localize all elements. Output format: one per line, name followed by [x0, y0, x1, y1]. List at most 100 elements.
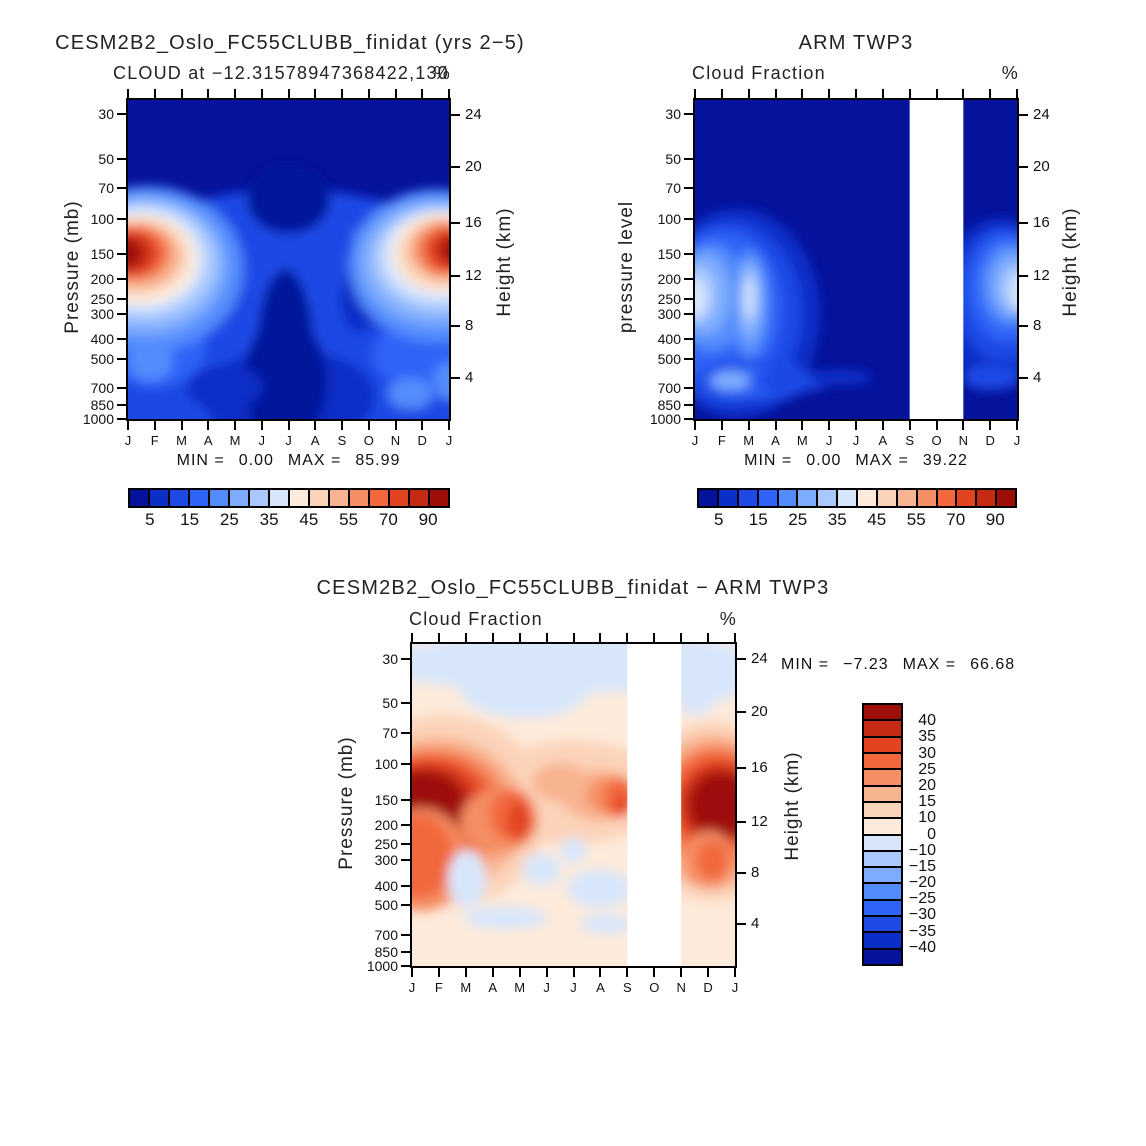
colorbar-segment	[430, 490, 448, 506]
colorbar-segment	[997, 490, 1015, 506]
colorbar-segment	[937, 490, 956, 506]
month-label: J	[691, 433, 699, 448]
month-label: D	[985, 433, 995, 448]
pressure-tick-label: 100	[657, 211, 681, 228]
top-axis-tick	[855, 89, 857, 98]
colorbar-tick-label: 55	[906, 510, 926, 529]
min-value: 0.00	[238, 452, 274, 469]
height-tick	[737, 657, 746, 660]
colorbar-segment	[957, 490, 976, 506]
top-axis-tick	[881, 89, 884, 98]
month-tick	[518, 968, 521, 977]
top-axis-tick	[626, 633, 629, 642]
colorbar-segment	[758, 490, 777, 506]
pressure-tick-label: 700	[657, 380, 681, 397]
month-tick	[341, 421, 343, 430]
pressure-tick	[684, 387, 693, 390]
pressure-tick	[401, 823, 410, 826]
pressure-tick-label: 700	[90, 380, 114, 397]
month-tick	[207, 421, 210, 430]
month-tick	[394, 421, 397, 430]
month-tick	[962, 421, 965, 430]
height-tick	[737, 923, 746, 926]
pressure-tick	[684, 187, 693, 190]
month-tick	[153, 421, 156, 430]
top-axis-tick	[747, 89, 750, 98]
height-tick-label: 8	[751, 863, 760, 881]
diff-contour-plot: 30 50 70 100 150 200 250 300 400 500 700 850 1000 24 2…	[367, 633, 768, 995]
month-tick	[491, 968, 494, 977]
month-label: J	[731, 980, 739, 995]
colorbar-tick-label: 10	[918, 809, 936, 827]
top-axis-tick	[935, 89, 938, 98]
obs-contour-plot: 30 50 70 100 150 200 250 300 400 500 700 850 1000 24 2…	[650, 89, 1050, 448]
month-label: J	[445, 433, 453, 448]
pressure-tick	[117, 113, 126, 116]
height-tick-label: 16	[1033, 213, 1050, 231]
colorbar-segment	[370, 490, 388, 506]
missing-data-band	[909, 100, 964, 419]
top-axis-tick	[207, 89, 210, 98]
colorbar-segment	[864, 737, 901, 752]
colorbar-tick-label: −10	[908, 841, 936, 859]
obs-minmax-stats: MIN = 0.00 MAX = 39.22	[673, 452, 1039, 470]
obs-colorbar: 5 15 25 35 45 55 70 90	[697, 488, 1017, 529]
top-axis-tick	[518, 633, 521, 642]
month-tick	[989, 421, 992, 430]
pressure-tick	[117, 187, 126, 190]
height-tick-label: 4	[1033, 368, 1042, 386]
top-axis-tick	[394, 89, 397, 98]
top-axis-tick	[694, 89, 696, 98]
month-label: F	[717, 433, 726, 448]
pressure-tick-label: 400	[90, 331, 114, 348]
model-subtitle-left: CLOUD at −12.31578947368422,130	[113, 63, 449, 83]
month-tick	[707, 968, 710, 977]
colorbar-tick-label: 45	[867, 510, 887, 529]
height-tick	[1019, 113, 1028, 116]
pressure-tick	[117, 338, 126, 341]
month-label: S	[622, 980, 632, 995]
pressure-tick	[401, 884, 410, 887]
month-label: J	[258, 433, 266, 448]
colorbar-segment	[864, 770, 901, 785]
top-axis-tick	[491, 633, 494, 642]
top-axis-tick	[680, 633, 683, 642]
colorbar-tick-label: 35	[827, 510, 847, 529]
month-tick	[367, 421, 370, 430]
model-contour-plot: 30 50 70 100 150 200 250 300 400 500 700 850 1000 24 2…	[83, 89, 482, 448]
height-tick-label: 16	[751, 758, 768, 776]
colorbar-tick-label: 5	[145, 510, 155, 529]
model-contour-field	[128, 100, 449, 419]
obs-subtitle-left: Cloud Fraction	[692, 63, 826, 83]
colorbar-segment	[230, 490, 248, 506]
min-label: MIN =	[176, 452, 225, 469]
month-label: M	[743, 433, 755, 448]
min-value: 0.00	[806, 452, 842, 469]
pressure-tick	[684, 403, 693, 406]
height-tick	[737, 820, 746, 823]
colorbar-segment	[838, 490, 856, 506]
pressure-tick	[401, 763, 410, 766]
pressure-tick	[117, 157, 126, 160]
month-label: J	[852, 433, 860, 448]
obs-percent-label: %	[1001, 63, 1019, 83]
colorbar-segment	[864, 851, 901, 867]
top-axis-tick	[411, 633, 413, 642]
colorbar-segment	[130, 490, 148, 506]
colorbar-tick-label: 15	[180, 510, 200, 529]
max-value: 85.99	[355, 452, 401, 469]
height-tick	[451, 221, 460, 224]
pressure-tick	[684, 357, 693, 360]
height-tick	[1019, 166, 1028, 169]
colorbar-segment	[190, 490, 208, 506]
colorbar-tick-label: 5	[714, 510, 724, 529]
colorbar-segment	[290, 490, 308, 506]
colorbar-tick-label: −25	[908, 890, 936, 908]
pressure-tick-label: 200	[374, 816, 398, 833]
top-axis-tick	[801, 89, 804, 98]
colorbar-tick-label: 55	[339, 510, 359, 529]
height-tick-label: 20	[1033, 158, 1050, 176]
pressure-tick	[117, 218, 126, 221]
top-axis-tick	[437, 633, 440, 642]
month-tick	[801, 421, 804, 430]
